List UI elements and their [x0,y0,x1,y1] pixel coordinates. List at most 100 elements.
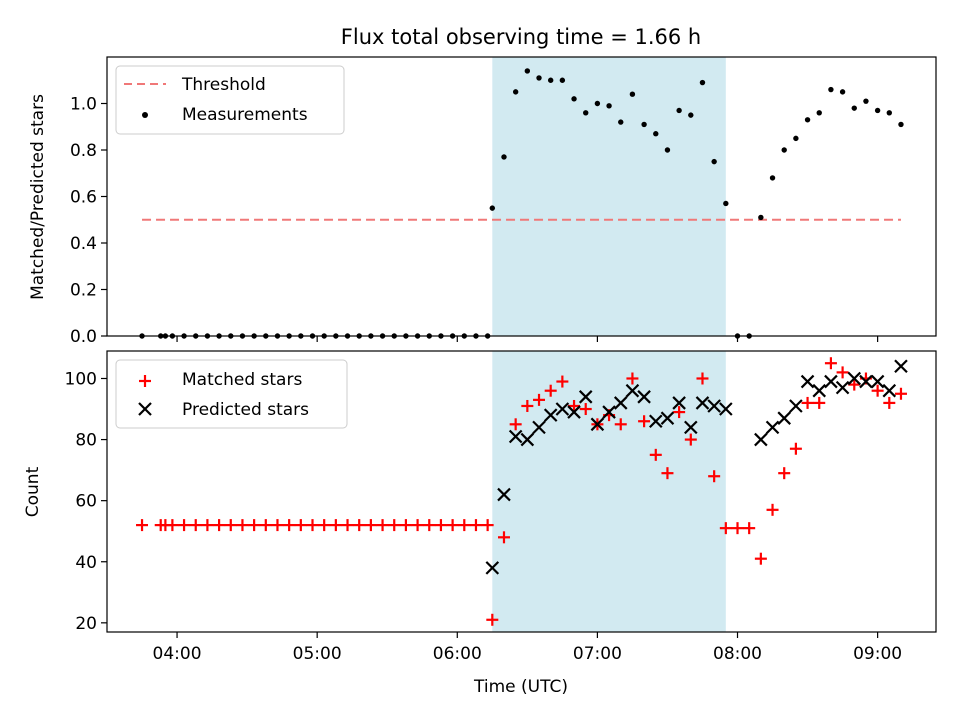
matched-point [497,531,510,544]
matched-point [708,470,721,483]
measurement-point [606,103,612,109]
predicted-point [847,371,862,386]
matched-point [743,522,756,535]
matched-point [294,519,307,532]
y-tick-label: 0.2 [70,281,97,301]
matched-point [434,519,447,532]
matched-point [364,519,377,532]
predicted-point [660,411,675,425]
matched-point [871,384,884,397]
measurement-point [793,135,799,142]
measurement-point [898,121,904,128]
predicted-point [637,390,651,404]
predicted-point [555,402,570,416]
measurement-point [664,147,671,153]
matched-point [883,396,896,409]
predicted-point [765,420,780,435]
legend-predicted-label: Predicted stars [182,400,309,420]
matched-point [544,384,557,397]
matched-point [731,522,744,535]
measurement-point [723,200,729,207]
matched-point [848,378,861,391]
y-tick-label: 1.0 [70,95,97,115]
y-tick-label: 80 [75,431,97,451]
predicted-point [777,411,791,425]
matched-point [801,396,814,409]
matched-point [719,522,732,535]
bottom-plot-frame [106,350,937,633]
x-tick-label: 08:00 [713,644,762,664]
matched-point [661,467,674,480]
predicted-point [754,432,768,447]
bottom-highlight-span [492,351,726,632]
matched-point [201,519,214,532]
measurement-point [886,110,892,116]
measurement-point [769,175,776,181]
matched-point [136,519,149,532]
measurement-point [618,119,624,125]
matched-point [481,519,494,532]
matched-point [754,552,767,565]
matched-point [789,442,802,455]
predicted-point [602,405,616,419]
matched-point [894,387,907,400]
matched-point [388,519,401,532]
measurement-point [653,131,659,137]
matched-point [673,406,686,419]
measurement-point [524,68,531,74]
matched-point [376,519,389,532]
predicted-point [812,383,827,398]
measurement-point [536,75,542,81]
top-legend-box [115,65,345,135]
measurement-point [594,100,601,107]
measurement-point [512,89,519,95]
predicted-point [613,396,628,410]
top-x-ticks [176,336,879,342]
matched-point [778,467,791,480]
predicted-point [532,420,546,435]
matched-point [318,519,331,532]
predicted-point [684,420,698,435]
matched-point [283,519,296,532]
predicted-point [648,414,663,429]
matched-point [766,503,779,516]
chart-title: Flux total observing time = 1.66 h [341,25,701,49]
measurement-point [489,205,496,211]
legend-matched-swatch [139,375,151,387]
predicted-point [719,402,733,416]
matched-point [411,519,424,532]
measurement-point [863,98,869,104]
matched-point [696,372,709,385]
matched-point [248,519,261,532]
y-tick-label: 40 [75,553,97,573]
measurement-point [699,79,706,86]
y-tick-label: 0.8 [70,141,97,161]
bottom-y-ticks: 20 40 60 80 100 [65,369,107,634]
matched-point [626,372,639,385]
measurement-point [629,91,636,97]
measurement-point [641,121,647,128]
legend-threshold-label: Threshold [181,75,266,95]
predicted-point [882,383,897,398]
predicted-point [870,374,885,389]
measurement-point [816,110,822,116]
matched-point [568,399,581,412]
measurement-point [571,96,577,102]
predicted-point [590,417,605,432]
matched-point [399,519,412,532]
x-tick-label: 04:00 [153,644,202,664]
matched-point [556,375,569,388]
predicted-point [520,432,535,447]
predicted-point [695,396,710,410]
top-highlight-span [492,57,726,336]
bottom-legend: Matched stars Predicted stars [115,359,348,429]
measurement-point [676,107,682,114]
predicted-point [578,390,593,404]
predicted-point [835,380,850,395]
predicted-point [567,405,581,419]
y-tick-label: 0.6 [70,188,97,208]
predicted-point [543,408,558,422]
matched-point [189,519,202,532]
matched-point [306,519,319,532]
measurement-point [781,147,787,153]
